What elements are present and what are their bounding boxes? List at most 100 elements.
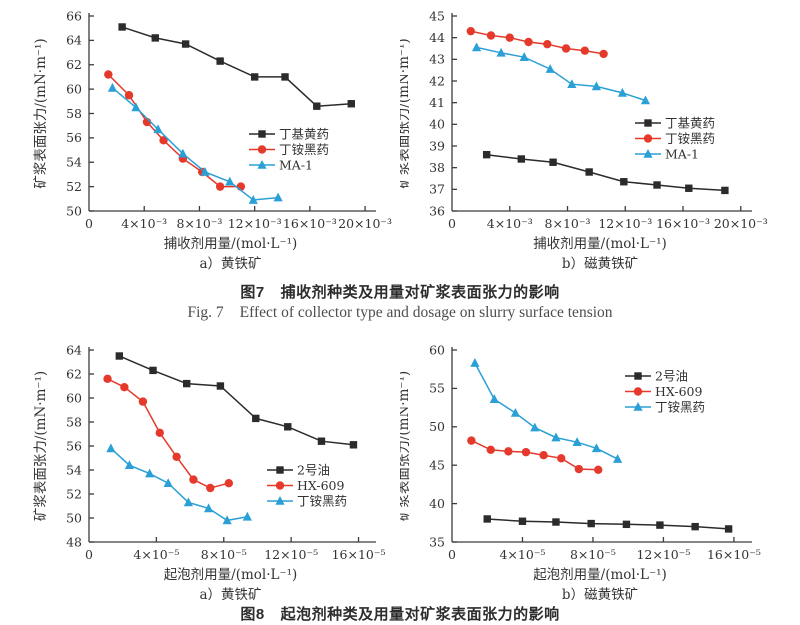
triangle-marker <box>489 394 499 403</box>
square-marker <box>724 525 733 533</box>
chart-fig7b-pyrrhotite-collector: 36 37 38 39 40 41 42 43 44 45 0 4×10⁻³ 8×10⁻³ 12×10⁻³… <box>396 0 800 278</box>
svg-text:16×10⁻⁵: 16×10⁻⁵ <box>332 547 386 562</box>
svg-text:52: 52 <box>66 179 82 194</box>
svg-text:20×10⁻³: 20×10⁻³ <box>338 216 392 231</box>
svg-text:39: 39 <box>429 138 445 153</box>
series-HX-609 <box>467 436 603 475</box>
circle-marker <box>172 452 181 461</box>
svg-text:60: 60 <box>66 81 82 96</box>
series-丁铵黑药 <box>470 358 623 463</box>
svg-text:36: 36 <box>429 203 445 218</box>
triangle-marker <box>530 422 540 432</box>
svg-text:64: 64 <box>66 342 82 357</box>
triangle-marker <box>163 478 173 487</box>
series-MA-1 <box>107 82 283 204</box>
fig7-caption-cn: 图7 捕收剂种类及用量对矿浆表面张力的影响 <box>0 281 800 302</box>
svg-text:45: 45 <box>429 458 445 473</box>
square-marker <box>250 73 259 81</box>
tick-labels: 35 40 45 50 55 60 0 4×10⁻⁵ 8×10⁻⁵ 12×10⁻⁵ 16×10⁻⁵ <box>429 342 761 562</box>
triangle-marker <box>225 176 235 186</box>
tick-labels: 36 37 38 39 40 41 42 43 44 45 0 4×10⁻³ 8×10⁻³ 12×10⁻³… <box>429 8 768 231</box>
triangle-marker <box>153 124 163 134</box>
triangle-marker <box>643 149 653 158</box>
circle-marker <box>521 447 531 457</box>
circle-marker <box>574 464 584 474</box>
legend-label: 2号油 <box>655 369 688 384</box>
svg-text:50: 50 <box>66 203 82 218</box>
legend-label: 丁铵黑药 <box>665 131 715 146</box>
x-axis-label: 起泡剂用量/(mol·L⁻¹) <box>164 567 298 583</box>
triangle-marker <box>273 192 283 202</box>
series-2号油 <box>115 352 358 449</box>
svg-text:60: 60 <box>66 390 82 405</box>
svg-text:55: 55 <box>429 381 445 396</box>
series-2号油 <box>483 515 733 533</box>
square-marker <box>620 178 628 186</box>
circle-marker <box>594 465 603 475</box>
circle-marker <box>561 44 571 53</box>
circle-marker <box>633 387 643 396</box>
square-marker <box>634 372 642 380</box>
triangle-marker <box>275 496 285 505</box>
circle-marker <box>524 37 533 47</box>
svg-text:40: 40 <box>429 496 445 511</box>
triangle-marker <box>242 511 252 521</box>
circle-marker <box>467 436 476 445</box>
axes <box>88 13 376 212</box>
fig8-label-cn: 图8 <box>240 606 265 623</box>
square-marker <box>656 521 664 529</box>
triangle-marker <box>106 443 116 453</box>
square-marker <box>317 437 326 445</box>
svg-text:52: 52 <box>66 486 82 501</box>
series-丁铵黑药 <box>104 70 246 191</box>
panel-subcaption: b）磁黄铁矿 <box>562 256 638 272</box>
circle-marker <box>486 445 495 455</box>
y-axis-label: 矿浆表面张力/(mN·m⁻¹) <box>400 38 412 188</box>
fig7a-plot: 50 52 54 56 58 60 62 64 66 0 4×10⁻³ 8×10⁻³ 12×10⁻³ 16… <box>33 8 392 272</box>
circle-marker <box>504 447 513 456</box>
axes <box>88 347 376 543</box>
triangle-marker <box>178 148 188 158</box>
series-MA-1 <box>471 42 651 105</box>
chart-fig8a-pyrite-frother: 48 50 52 54 56 58 60 62 64 0 4×10⁻⁵ 8×10⁻⁵ 12×10⁻⁵ 16… <box>0 335 400 603</box>
svg-text:0: 0 <box>85 547 93 562</box>
svg-text:12×10⁻⁵: 12×10⁻⁵ <box>636 547 690 562</box>
svg-text:4×10⁻³: 4×10⁻³ <box>487 216 533 231</box>
triangle-marker <box>572 437 582 446</box>
legend-label: 丁铵黑药 <box>655 400 705 415</box>
square-marker <box>252 414 260 423</box>
svg-text:8×10⁻⁵: 8×10⁻⁵ <box>570 547 616 562</box>
legend-label: 丁铵黑药 <box>279 142 329 157</box>
legend-label: MA-1 <box>665 147 699 162</box>
svg-text:20×10⁻³: 20×10⁻³ <box>714 216 768 231</box>
svg-text:50: 50 <box>66 510 82 525</box>
square-marker <box>518 517 527 525</box>
svg-text:37: 37 <box>429 182 445 197</box>
svg-text:38: 38 <box>429 160 445 175</box>
circle-marker <box>103 374 112 383</box>
circle-marker <box>275 481 285 490</box>
circle-marker <box>466 26 475 36</box>
square-marker <box>483 515 491 523</box>
circle-marker <box>543 39 552 49</box>
triangle-marker <box>633 402 643 411</box>
series-丁铵黑药 <box>466 26 608 59</box>
circle-marker <box>539 451 548 460</box>
svg-text:54: 54 <box>66 155 82 170</box>
axes <box>451 13 752 212</box>
square-marker <box>549 158 557 166</box>
legend-label: HX-609 <box>297 478 344 493</box>
series-丁基黄药 <box>118 23 355 110</box>
circle-marker <box>599 49 608 59</box>
svg-text:48: 48 <box>66 534 82 549</box>
legend-label: 2号油 <box>297 463 330 478</box>
triangle-marker <box>257 160 267 169</box>
legend-label: 丁基黄药 <box>665 116 715 131</box>
svg-text:42: 42 <box>429 73 445 88</box>
svg-text:64: 64 <box>66 33 82 48</box>
series-丁铵黑药 <box>106 443 252 525</box>
tick-labels: 48 50 52 54 56 58 60 62 64 0 4×10⁻⁵ 8×10⁻⁵ 12×10⁻⁵ 16… <box>66 342 385 562</box>
square-marker <box>691 522 699 531</box>
